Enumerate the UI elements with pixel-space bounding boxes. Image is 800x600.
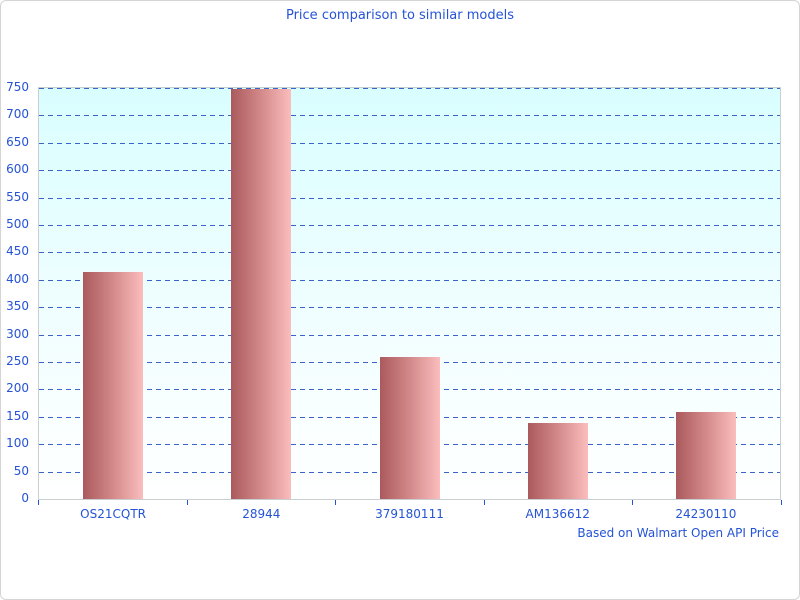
gridline-600: [39, 170, 780, 172]
gridline-550: [39, 197, 780, 199]
y-tick-label-300: 300: [6, 326, 29, 341]
gridline-650: [39, 142, 780, 144]
y-tick-label-250: 250: [6, 354, 29, 368]
x-tick-label-28944: 28944: [242, 507, 281, 521]
y-tick-label-700: 700: [6, 107, 29, 122]
x-tick-label-24230110: 24230110: [675, 507, 737, 521]
x-axis-tick: [335, 500, 337, 505]
x-tick-label-OS21CQTR: OS21CQTR: [80, 507, 146, 521]
y-tick-label-450: 450: [6, 244, 29, 259]
gridline-400: [39, 279, 780, 281]
chart-footnote: Based on Walmart Open API Price: [577, 526, 779, 540]
y-tick-label-750: 750: [6, 80, 29, 94]
bar-24230110: [675, 412, 736, 499]
y-axis-labels: 0 50 100 150 200 250 300 350 400 450 500 550 600 650 7…: [1, 80, 34, 505]
y-tick-label-400: 400: [6, 271, 29, 286]
y-tick-label-150: 150: [6, 408, 29, 423]
y-tick-label-0: 0: [21, 491, 29, 505]
plot-area: [38, 87, 781, 500]
bar-28944: [231, 89, 292, 499]
chart-title: Price comparison to similar models: [285, 8, 515, 23]
gridline-700: [39, 115, 780, 117]
x-axis-tick: [632, 500, 634, 505]
y-tick-label-500: 500: [6, 217, 29, 231]
x-tick-label-379180111: 379180111: [375, 507, 444, 521]
gridline-350: [39, 307, 780, 309]
gridline-500: [39, 225, 780, 226]
x-axis-tick: [186, 500, 188, 505]
bar-OS21CQTR: [83, 272, 144, 499]
gridline-300: [39, 334, 780, 336]
gridline-750: [39, 88, 780, 89]
y-tick-label-550: 550: [6, 189, 29, 204]
y-tick-label-600: 600: [6, 162, 29, 177]
x-axis-tick: [781, 500, 782, 505]
y-tick-label-650: 650: [6, 134, 29, 149]
x-axis-tick: [483, 500, 485, 505]
y-tick-label-100: 100: [6, 436, 29, 451]
gridline-450: [39, 252, 780, 254]
y-tick-label-350: 350: [6, 299, 29, 314]
x-tick-label-AM136612: AM136612: [525, 507, 590, 521]
bar-AM136612: [527, 422, 588, 499]
bar-379180111: [379, 356, 440, 499]
x-axis-tick: [38, 500, 39, 505]
y-tick-label-200: 200: [6, 381, 29, 396]
y-tick-label-50: 50: [13, 463, 29, 478]
